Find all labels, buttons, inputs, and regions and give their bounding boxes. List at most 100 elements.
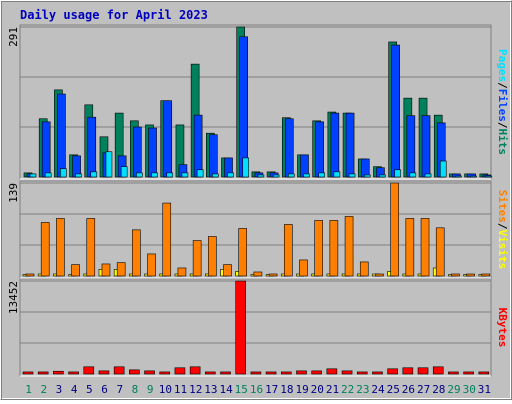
bar	[86, 218, 96, 277]
legend: KBytes	[496, 308, 509, 348]
bar	[455, 175, 462, 178]
bar	[257, 174, 265, 178]
legend-entry: Hits	[496, 129, 509, 156]
bar	[174, 367, 186, 375]
bar	[116, 262, 126, 277]
bar	[265, 371, 277, 375]
bar	[192, 240, 202, 277]
bar	[272, 174, 280, 178]
bar	[101, 263, 111, 277]
bar	[345, 112, 355, 178]
bar	[29, 173, 37, 178]
bar	[71, 264, 80, 277]
bar	[405, 218, 415, 277]
bar	[53, 370, 64, 375]
bar	[379, 174, 386, 178]
x-tick-label: 4	[71, 383, 78, 396]
bar	[120, 166, 128, 178]
legend-entry: Files	[496, 89, 509, 122]
bar	[303, 173, 310, 178]
legend-entry: Sites	[496, 190, 509, 223]
x-tick-label: 12	[189, 383, 202, 396]
bar	[132, 229, 141, 277]
x-tick-label: 6	[101, 383, 108, 396]
y-tick-label: 13452	[7, 281, 20, 314]
bar	[166, 172, 174, 178]
bar	[409, 172, 417, 178]
bar	[439, 160, 447, 178]
bar	[181, 172, 189, 178]
bar	[238, 228, 248, 277]
bar	[57, 93, 66, 178]
x-tick-label: 16	[250, 383, 263, 396]
bar	[25, 273, 35, 277]
bar	[60, 168, 67, 178]
x-tick-label: 7	[116, 383, 123, 396]
bar	[375, 273, 384, 277]
x-tick-label: 19	[295, 383, 308, 396]
y-tick-label: 291	[7, 27, 20, 47]
bar	[56, 218, 65, 277]
bar	[391, 44, 400, 178]
bar	[478, 371, 490, 375]
bar	[470, 175, 477, 178]
bar	[359, 261, 369, 277]
bar	[402, 367, 414, 375]
x-tick-label: 14	[219, 383, 233, 396]
bar	[209, 134, 218, 178]
bar	[208, 236, 217, 277]
bar	[212, 173, 219, 178]
bar	[159, 371, 171, 375]
legend-separator: /	[496, 223, 509, 230]
bar	[330, 112, 340, 178]
bar	[390, 182, 399, 277]
bar	[466, 273, 475, 277]
x-tick-label: 29	[447, 383, 460, 396]
bar	[242, 157, 250, 178]
bar	[333, 171, 341, 178]
x-tick-label: 18	[280, 383, 293, 396]
bar	[326, 368, 338, 375]
bar	[129, 369, 140, 375]
bar	[341, 370, 353, 375]
x-tick-label: 30	[463, 383, 476, 396]
bar	[220, 371, 231, 375]
bar	[420, 218, 430, 277]
bar	[329, 220, 339, 277]
x-tick-label: 3	[56, 383, 63, 396]
legend: Sites/Visits	[496, 190, 509, 270]
bar	[481, 273, 491, 277]
bar	[448, 371, 459, 375]
bar	[162, 202, 172, 277]
x-tick-label: 24	[371, 383, 385, 396]
bar	[189, 366, 201, 375]
x-tick-label: 17	[265, 383, 278, 396]
legend-entry: Pages	[496, 49, 509, 82]
bar	[105, 151, 113, 178]
x-tick-label: 10	[159, 383, 172, 396]
bar	[356, 371, 368, 375]
bar	[235, 280, 247, 375]
bar	[148, 127, 157, 178]
x-tick-label: 27	[417, 383, 430, 396]
bar	[315, 121, 324, 178]
bar	[144, 370, 155, 375]
bar	[372, 371, 383, 375]
bar	[432, 366, 444, 375]
x-tick-label: 11	[174, 383, 187, 396]
bar	[394, 169, 401, 178]
bar	[435, 227, 445, 277]
bar	[223, 264, 232, 277]
bar	[37, 371, 49, 375]
x-tick-label: 5	[86, 383, 93, 396]
bar	[314, 220, 323, 277]
bar	[318, 172, 325, 178]
x-tick-label: 9	[147, 383, 154, 396]
y-tick-label: 139	[7, 183, 20, 203]
bar	[463, 371, 474, 375]
x-tick-label: 22	[341, 383, 354, 396]
bar	[239, 36, 249, 178]
bar	[417, 367, 429, 375]
bar	[406, 115, 416, 178]
